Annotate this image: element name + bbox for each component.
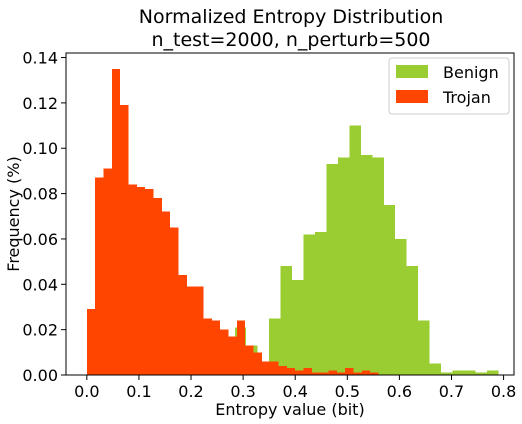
- benign-bar-19: [406, 266, 419, 375]
- benign-bar-18: [395, 238, 407, 375]
- chart-title-line-1: Normalized Entropy Distribution: [139, 6, 444, 28]
- trojan-bar-30: [336, 372, 346, 375]
- benign-bar-26: [486, 370, 499, 375]
- trojan-bar-5: [128, 184, 137, 375]
- legend-swatch-trojan: [396, 90, 428, 103]
- trojan-bar-3: [111, 68, 121, 376]
- trojan-bar-15: [211, 320, 221, 375]
- trojan-bar-11: [178, 275, 187, 375]
- benign-bar-7: [269, 318, 281, 375]
- trojan-bar-14: [203, 318, 212, 375]
- trojan-bar-13: [195, 286, 204, 375]
- trojan-bar-23: [278, 365, 287, 375]
- trojan-bar-10: [170, 227, 179, 375]
- x-tick-label-7: 0.7: [439, 382, 464, 401]
- trojan-bar-24: [286, 368, 296, 375]
- legend: Benign Trojan: [388, 57, 510, 115]
- trojan-bar-6: [136, 186, 146, 375]
- benign-bar-11: [315, 232, 327, 375]
- bars-layer: [86, 68, 499, 376]
- chart-title-line-2: n_test=2000, n_perturb=500: [151, 29, 430, 51]
- trojan-bar-12: [186, 286, 196, 375]
- x-tick-label-0: 0.0: [74, 382, 99, 401]
- benign-bar-15: [360, 155, 373, 375]
- benign-bar-17: [383, 204, 396, 375]
- trojan-bar-9: [161, 211, 171, 375]
- x-tick-label-2: 0.2: [178, 382, 203, 401]
- legend-label-benign: Benign: [443, 63, 499, 82]
- benign-bar-25: [475, 372, 487, 375]
- x-ticks: 0.0 0.1 0.2 0.3 0.4 0.5 0.6 0.7 0.8: [74, 375, 516, 401]
- trojan-bar-26: [303, 368, 312, 375]
- x-tick-label-1: 0.1: [126, 382, 151, 401]
- trojan-bar-31: [345, 368, 354, 375]
- benign-bar-12: [326, 164, 338, 375]
- trojan-bar-7: [145, 189, 154, 375]
- trojan-bar-1: [95, 177, 104, 375]
- benign-bar-14: [349, 125, 361, 375]
- trojan-bar-27: [311, 372, 321, 375]
- x-tick-label-8: 0.8: [491, 382, 516, 401]
- x-tick-label-5: 0.5: [335, 382, 360, 401]
- y-tick-label-2: 0.04: [22, 275, 58, 294]
- benign-bar-23: [452, 370, 464, 375]
- x-axis-label: Entropy value (bit): [215, 400, 364, 419]
- benign-bar-22: [441, 372, 453, 375]
- y-tick-label-0: 0.00: [22, 366, 58, 385]
- trojan-bar-17: [228, 336, 237, 375]
- y-tick-label-5: 0.10: [22, 139, 58, 158]
- benign-bar-16: [372, 157, 384, 375]
- y-ticks: 0.00 0.02 0.04 0.06 0.08 0.10 0.12 0.14: [22, 49, 66, 385]
- trojan-bar-34: [370, 372, 379, 375]
- trojan-bar-4: [120, 105, 129, 376]
- plot-frame: [65, 52, 515, 376]
- trojan-bar-25: [295, 370, 304, 375]
- trojan-bar-20: [253, 352, 262, 375]
- benign-bar-8: [280, 266, 293, 375]
- x-tick-label-6: 0.6: [387, 382, 412, 401]
- legend-label-trojan: Trojan: [442, 88, 491, 107]
- benign-bar-10: [303, 234, 315, 375]
- trojan-bar-21: [261, 361, 271, 375]
- y-tick-label-1: 0.02: [22, 321, 58, 340]
- trojan-bar-33: [361, 370, 371, 375]
- trojan-bar-0: [86, 309, 96, 375]
- trojan-bar-8: [153, 198, 162, 375]
- benign-bar-21: [429, 363, 442, 375]
- trojan-bar-28: [320, 372, 329, 375]
- trojan-bar-2: [103, 168, 112, 375]
- benign-bar-9: [292, 279, 304, 375]
- y-tick-label-6: 0.12: [22, 94, 58, 113]
- y-tick-label-4: 0.08: [22, 185, 58, 204]
- trojan-bar-29: [328, 370, 337, 375]
- y-tick-label-3: 0.06: [22, 230, 58, 249]
- trojan-bar-32: [353, 372, 362, 375]
- trojan-bar-16: [220, 329, 229, 375]
- trojan-bar-19: [245, 345, 254, 375]
- x-tick-label-4: 0.4: [282, 382, 307, 401]
- benign-bar-13: [337, 157, 350, 375]
- trojan-bar-22: [270, 361, 279, 375]
- trojan-bar-18: [236, 320, 246, 375]
- y-tick-label-7: 0.14: [22, 49, 58, 68]
- legend-swatch-benign: [396, 65, 428, 78]
- y-axis-label: Frequency (%): [4, 156, 23, 271]
- benign-bar-24: [463, 370, 476, 375]
- x-tick-label-3: 0.3: [230, 382, 255, 401]
- benign-bar-20: [418, 320, 430, 375]
